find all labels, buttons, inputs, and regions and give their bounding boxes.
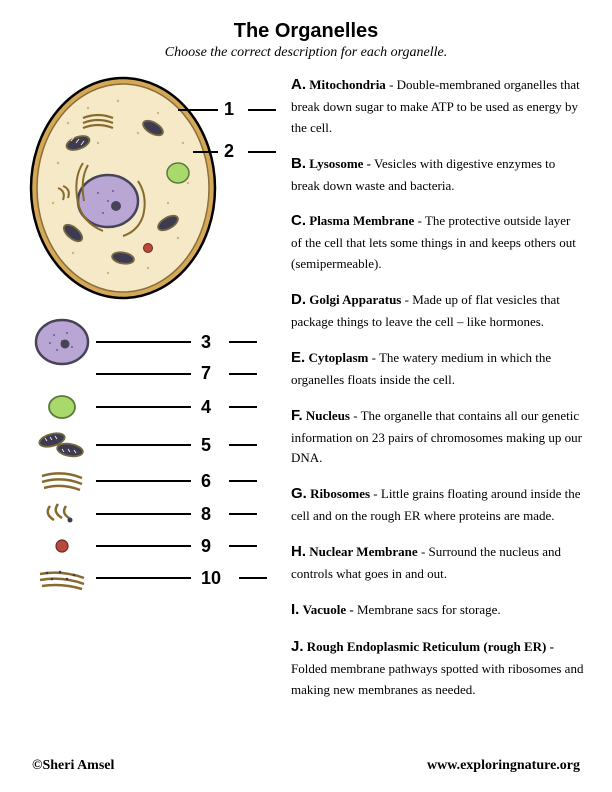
desc-letter: I. [291, 601, 299, 618]
answer-blank[interactable] [248, 151, 276, 153]
answer-blank[interactable] [229, 406, 257, 408]
connector-line [96, 341, 191, 343]
label-number: 10 [201, 568, 221, 589]
desc-letter: G. [291, 485, 307, 502]
desc-term: Rough Endoplasmic Reticulum (rough ER) - [307, 639, 554, 654]
connector-line [96, 480, 191, 482]
desc-term: Nucleus [306, 408, 350, 423]
header: The Organelles Choose the correct descri… [28, 20, 584, 61]
desc-letter: D. [291, 291, 306, 308]
organelle-row: 5 [28, 428, 273, 462]
er-partial-icon [28, 500, 96, 528]
organelle-row: 4 [28, 392, 273, 422]
website-url: www.exploringnature.org [427, 758, 580, 774]
connector-line [96, 444, 191, 446]
desc-term: Cytoplasm [308, 350, 368, 365]
connector-line [96, 373, 191, 375]
description-item: H. Nuclear Membrane - Surround the nucle… [291, 540, 584, 585]
desc-text: Folded membrane pathways spotted with ri… [291, 661, 583, 697]
label-number: 5 [201, 435, 211, 456]
desc-letter: A. [291, 76, 306, 93]
organelle-row: 8 [28, 500, 273, 528]
answer-blank[interactable] [229, 480, 257, 482]
left-column: 1 2 3 7 [28, 73, 273, 713]
line-segment [178, 109, 218, 111]
desc-letter: J. [291, 638, 304, 655]
answer-blank[interactable] [229, 444, 257, 446]
content-area: 1 2 3 7 [28, 73, 584, 713]
label-number: 9 [201, 536, 211, 557]
description-item: F. Nucleus - The organelle that contains… [291, 404, 584, 470]
nuclear-membrane-icon [28, 368, 96, 380]
description-item: A. Mitochondria - Double-membraned organ… [291, 73, 584, 139]
answer-blank[interactable] [248, 109, 276, 111]
desc-term: Ribosomes [310, 486, 370, 501]
desc-text: Membrane sacs for storage. [354, 602, 501, 617]
desc-term: Nuclear Membrane [309, 544, 417, 559]
cell-diagram: 1 2 [28, 73, 273, 303]
mitochondria-icon [28, 428, 96, 462]
ribosome-icon [28, 534, 96, 558]
desc-letter: F. [291, 407, 303, 424]
label-line-2: 2 [193, 141, 276, 162]
vacuole-icon [28, 392, 96, 422]
description-item: G. Ribosomes - Little grains floating ar… [291, 482, 584, 527]
rough-er-icon [28, 564, 96, 592]
description-item: B. Lysosome - Vesicles with digestive en… [291, 152, 584, 197]
organelle-row: 6 [28, 468, 273, 494]
label-number: 7 [201, 363, 211, 384]
page-title: The Organelles [28, 20, 584, 43]
desc-term: Mitochondria [309, 77, 386, 92]
nucleus-icon [28, 317, 96, 367]
answer-blank[interactable] [229, 341, 257, 343]
label-line-1: 1 [178, 99, 276, 120]
label-number: 8 [201, 504, 211, 525]
copyright-text: ©Sheri Amsel [32, 758, 114, 774]
description-item: D. Golgi Apparatus - Made up of flat ves… [291, 288, 584, 333]
answer-blank[interactable] [229, 373, 257, 375]
connector-line [96, 545, 191, 547]
description-item: C. Plasma Membrane - The protective outs… [291, 209, 584, 275]
desc-letter: B. [291, 155, 306, 172]
description-item: I. Vacuole - Membrane sacs for storage. [291, 598, 584, 622]
connector-line [96, 406, 191, 408]
descriptions-column: A. Mitochondria - Double-membraned organ… [291, 73, 584, 713]
description-item: E. Cytoplasm - The watery medium in whic… [291, 346, 584, 391]
desc-term: Golgi Apparatus [309, 292, 401, 307]
description-item: J. Rough Endoplasmic Reticulum (rough ER… [291, 635, 584, 701]
answer-blank[interactable] [229, 513, 257, 515]
connector-line [96, 513, 191, 515]
answer-blank[interactable] [239, 577, 267, 579]
desc-term: Lysosome - [309, 156, 371, 171]
label-number: 4 [201, 397, 211, 418]
organelle-row: 10 [28, 564, 273, 592]
desc-term: Plasma Membrane [309, 213, 414, 228]
organelle-list: 3 7 4 [28, 317, 273, 592]
desc-letter: E. [291, 349, 305, 366]
line-segment [193, 151, 218, 153]
label-number: 1 [224, 99, 234, 120]
organelle-row: 3 [28, 317, 273, 367]
page-subtitle: Choose the correct description for each … [28, 45, 584, 61]
desc-letter: C. [291, 212, 306, 229]
golgi-icon [28, 468, 96, 494]
answer-blank[interactable] [229, 545, 257, 547]
organelle-row: 9 [28, 534, 273, 558]
label-number: 6 [201, 471, 211, 492]
connector-line [96, 577, 191, 579]
label-number: 2 [224, 141, 234, 162]
label-number: 3 [201, 332, 211, 353]
desc-letter: H. [291, 543, 306, 560]
footer: ©Sheri Amsel www.exploringnature.org [0, 758, 612, 774]
desc-term: Vacuole - [303, 602, 354, 617]
